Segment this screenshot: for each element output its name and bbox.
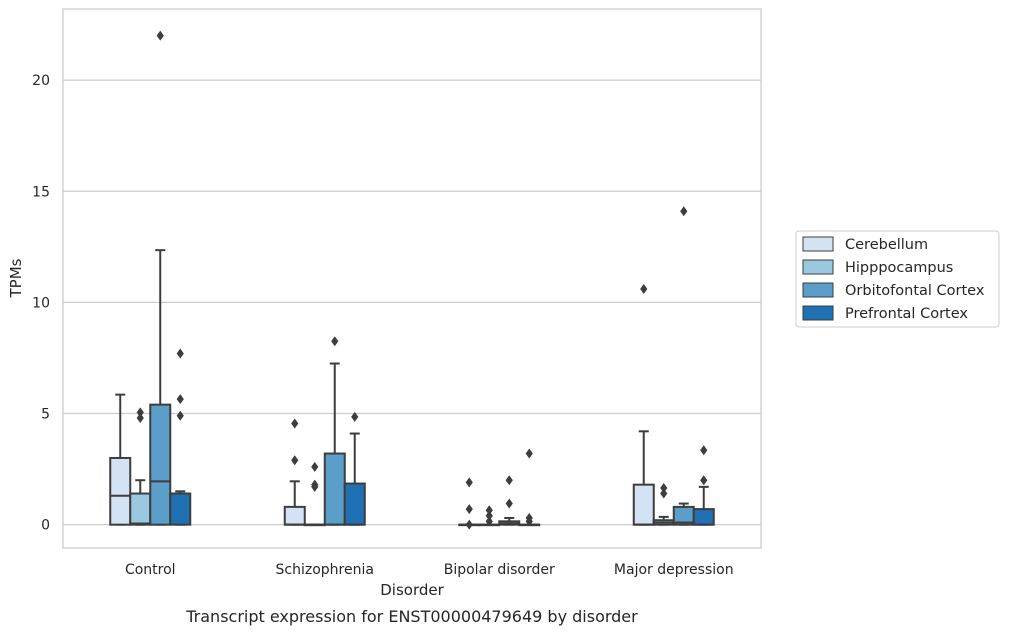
box xyxy=(129,492,152,526)
outlier-point xyxy=(700,445,708,456)
outlier-point xyxy=(176,410,184,421)
y-tick-labels: 0 5 10 15 20 xyxy=(32,73,50,534)
box xyxy=(149,403,172,526)
box xyxy=(343,482,366,526)
x-tick-label: Control xyxy=(125,562,176,578)
outlier-point xyxy=(700,475,708,486)
outlier-point xyxy=(291,418,299,429)
box xyxy=(169,492,192,526)
outlier-point xyxy=(311,461,319,472)
legend-label: Hipppocampus xyxy=(845,260,953,276)
legend-label: Prefrontal Cortex xyxy=(845,306,968,322)
outlier-point xyxy=(680,206,688,217)
x-tick-label: Major depression xyxy=(614,562,734,578)
box-group xyxy=(303,461,326,527)
legend-swatch xyxy=(802,282,834,298)
outlier-point xyxy=(465,504,473,515)
outlier-point xyxy=(505,498,513,509)
outlier-point xyxy=(136,412,144,423)
box-group xyxy=(169,348,192,526)
y-tick-label: 10 xyxy=(32,295,50,311)
box-group xyxy=(672,206,695,526)
x-tick-label: Bipolar disorder xyxy=(444,562,555,578)
box-group xyxy=(129,407,152,526)
box-group xyxy=(109,393,132,526)
box-layer xyxy=(109,30,715,530)
legend-label: Cerebellum xyxy=(845,237,928,253)
outlier-point xyxy=(525,448,533,459)
outlier-point xyxy=(660,488,668,499)
outlier-point xyxy=(640,284,648,295)
box-group xyxy=(632,284,655,526)
box-group xyxy=(518,448,541,527)
outlier-point xyxy=(176,394,184,405)
outlier-point xyxy=(176,348,184,359)
outlier-point xyxy=(485,505,493,516)
outlier-point xyxy=(485,516,493,527)
box-group xyxy=(323,336,346,526)
x-tick-label: Schizophrenia xyxy=(276,562,374,578)
box-group xyxy=(478,505,501,527)
legend-swatch xyxy=(802,305,834,321)
chart-caption: Transcript expression for ENST0000047964… xyxy=(185,607,638,626)
legend-swatch xyxy=(802,259,834,275)
legend-swatch xyxy=(802,236,834,252)
y-tick-label: 20 xyxy=(32,73,50,89)
box xyxy=(692,508,715,526)
outlier-point xyxy=(136,407,144,418)
y-tick-label: 0 xyxy=(41,518,50,534)
box xyxy=(632,483,655,526)
box-group xyxy=(458,477,481,530)
box xyxy=(283,505,306,526)
box xyxy=(323,452,346,526)
legend-frame xyxy=(795,230,1000,328)
box-group xyxy=(652,482,675,526)
box-group xyxy=(283,418,306,526)
y-tick-label: 15 xyxy=(32,184,50,200)
legend-label: Orbitofontal Cortex xyxy=(845,283,985,299)
box xyxy=(109,456,132,526)
outlier-point xyxy=(660,482,668,493)
plot-frame xyxy=(62,8,762,549)
outlier-point xyxy=(465,477,473,488)
outlier-point xyxy=(291,455,299,466)
box-group xyxy=(692,445,715,526)
outlier-point xyxy=(465,519,473,530)
outlier-point xyxy=(351,411,359,422)
outlier-point xyxy=(525,512,533,523)
outlier-point xyxy=(485,510,493,521)
outlier-point xyxy=(156,30,164,41)
legend: Cerebellum Hipppocampus Orbitofontal Corte… xyxy=(795,230,1000,328)
x-tick-labels: Control Schizophrenia Bipolar disorder Majo… xyxy=(125,562,734,578)
box-group xyxy=(343,411,366,526)
outlier-point xyxy=(311,479,319,490)
y-tick-label: 5 xyxy=(41,407,50,423)
x-axis-label: Disorder xyxy=(380,581,444,599)
y-axis-label: TPMs xyxy=(7,258,25,298)
box-group xyxy=(498,475,521,526)
box-group xyxy=(149,30,172,526)
outlier-point xyxy=(505,475,513,486)
outlier-point xyxy=(331,336,339,347)
